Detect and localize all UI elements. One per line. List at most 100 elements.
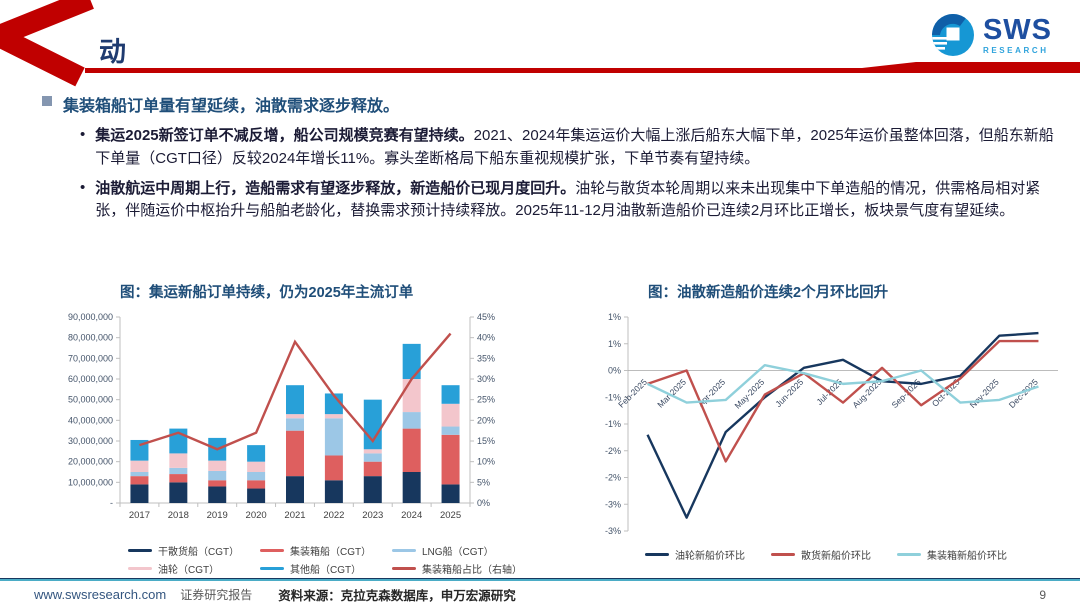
bar-segment [130,472,149,477]
bar-segment [441,484,460,503]
bar-segment [441,434,460,485]
chart-newbuild-price-mom: 图：油散新造船价连续2个月环比回升 1% 1% 0% -1% -1% -2% -2% -3% -… [572,281,1080,576]
legend-item: 干散货船（CGT） [128,543,260,558]
y-tick-label-right: 40% [477,333,495,343]
logo-sws-label: SWS [982,13,1052,46]
bar-segment [363,449,382,454]
x-tick-label: Mar-2025 [655,377,688,410]
bar-segment [363,453,382,462]
bar-segment [169,453,188,468]
bullet-item: • 集运2025新签订单不减反增，船公司规模竞赛有望持续。2021、2024年集… [80,125,1054,171]
y-tick-label: -1% [605,419,621,429]
y-tick-label-left: 50,000,000 [68,395,113,405]
charts-row: 图：集运新船订单持续，仍为2025年主流订单 - 10,000,000 20,000… [40,281,1080,576]
x-tick-label: 2021 [284,510,305,521]
footer-data-source: 资料来源：克拉克森数据库，申万宏源研究 [278,589,516,603]
x-tick-label: May-2025 [732,377,766,411]
section-heading-text: 集装箱船订单量有望延续，油散需求逐步释放。 [63,98,400,115]
bar-segment [130,439,149,461]
bar-segment [324,480,343,503]
bar-segment [286,418,304,431]
bar-segment [363,461,382,477]
y-tick-label: -3% [605,499,621,509]
bullet-lead: 集运2025新签订单不减反增，船公司规模竞赛有望持续。 [95,127,474,144]
y-tick-label-right: 30% [477,374,495,384]
y-tick-label-right: 35% [477,353,495,363]
bar-segment [402,428,421,472]
stacked-bar-line-chart: - 10,000,000 20,000,000 30,000,000 40,000,00… [68,312,495,521]
bar-segment [324,414,343,419]
legend-item: LNG船（CGT） [392,543,552,558]
bar-segment [324,455,343,481]
page-title: 动 [99,37,126,68]
series-line [646,331,1039,519]
legend-swatch-icon [645,552,669,557]
x-tick-label: 2024 [401,510,422,521]
legend-label: 干散货船（CGT） [158,547,240,558]
chart-title: 图：集运新船订单持续，仍为2025年主流订单 [120,285,414,301]
y-tick-label: -3% [605,526,621,536]
line-chart: 1% 1% 0% -1% -1% -2% -2% -3% -3% Feb-2025 Mar-2025… [605,312,1058,536]
bullet-rest: 2021、2024年集运运价大幅上涨后船东大幅下单，2025年运价虽整体回落，但… [95,127,1054,167]
bar-segment [208,480,227,487]
legend-label: 油轮新船价环比 [675,551,745,562]
legend-swatch-icon [392,548,416,553]
bar-segment [402,412,421,429]
dot-bullet-icon: • [80,126,86,143]
chart-legend: 干散货船（CGT） 集装箱船（CGT） LNG船（CGT） 油轮（CGT） 其他船（CG… [128,543,572,576]
section-heading: 集装箱船订单量有望延续，油散需求逐步释放。 [42,92,1054,116]
sws-logo-icon [931,14,974,56]
legend-item: 油轮新船价环比 [645,547,745,562]
legend-label: 散货新船价环比 [801,551,871,562]
x-tick-label: 2019 [207,510,228,521]
bar-segment [441,426,460,435]
bar-segment [324,393,343,415]
footer-separator [0,578,1080,581]
series-line [647,363,1039,404]
page-number: 9 [1039,587,1046,602]
legend-swatch-icon [128,566,152,571]
legend-item: 其他船（CGT） [260,561,392,576]
bullet-text: 油散航运中周期上行，造船需求有望逐步释放，新造船价已现月度回升。油轮与散货本轮周… [95,178,1054,224]
y-tick-label-left: 90,000,000 [68,312,113,322]
body-content: 集装箱船订单量有望延续，油散需求逐步释放。 • 集运2025新签订单不减反增，船… [42,92,1054,230]
bullet-lead: 油散航运中周期上行，造船需求有望逐步释放，新造船价已现月度回升。 [95,179,576,197]
bullet-list: • 集运2025新签订单不减反增，船公司规模竞赛有望持续。2021、2024年集… [80,125,1054,223]
footer-report-type: 证券研究报告 [180,588,253,602]
y-tick-label-left: 80,000,000 [68,333,113,343]
legend-swatch-icon [392,566,416,571]
y-tick-label-left: 60,000,000 [68,374,113,384]
dot-bullet-icon: • [80,178,86,196]
bar-segment [402,472,421,503]
bar-segment [169,474,188,483]
bar-segment [441,403,460,427]
bar-segment [363,476,382,503]
bar-segment [169,467,188,475]
x-tick-label: 2022 [323,510,344,521]
bar-segment [130,476,149,485]
y-tick-label-right: 45% [477,312,495,322]
y-tick-label-right: 5% [477,477,490,487]
bullet-text: 集运2025新签订单不减反增，船公司规模竞赛有望持续。2021、2024年集运运… [95,125,1054,171]
legend-label: 集装箱船（CGT） [290,547,372,558]
bar-segment [169,482,188,503]
x-tick-label: Feb-2025 [616,377,649,410]
y-tick-label-left: - [110,498,113,508]
y-tick-label: -2% [605,473,621,483]
legend-item: 集装箱船（CGT） [260,543,392,558]
chart-legend: 油轮新船价环比 散货新船价环比 集装箱新船价环比 [572,547,1080,562]
legend-item: 油轮（CGT） [128,561,260,576]
x-tick-label: 2018 [168,510,189,521]
y-tick-label-right: 20% [477,415,495,425]
bar-segment [247,488,266,503]
footer-website-link[interactable]: www.swsresearch.com [34,587,167,602]
bar-segment [441,385,460,404]
y-tick-label-left: 30,000,000 [68,436,113,446]
y-tick-label-left: 40,000,000 [68,415,113,425]
x-tick-label: 2025 [440,510,461,521]
y-tick-label-right: 0% [477,498,490,508]
red-chevron-decoration [0,0,94,87]
legend-item: 集装箱船占比（右轴） [392,561,552,576]
y-tick-label-left: 20,000,000 [68,457,113,467]
